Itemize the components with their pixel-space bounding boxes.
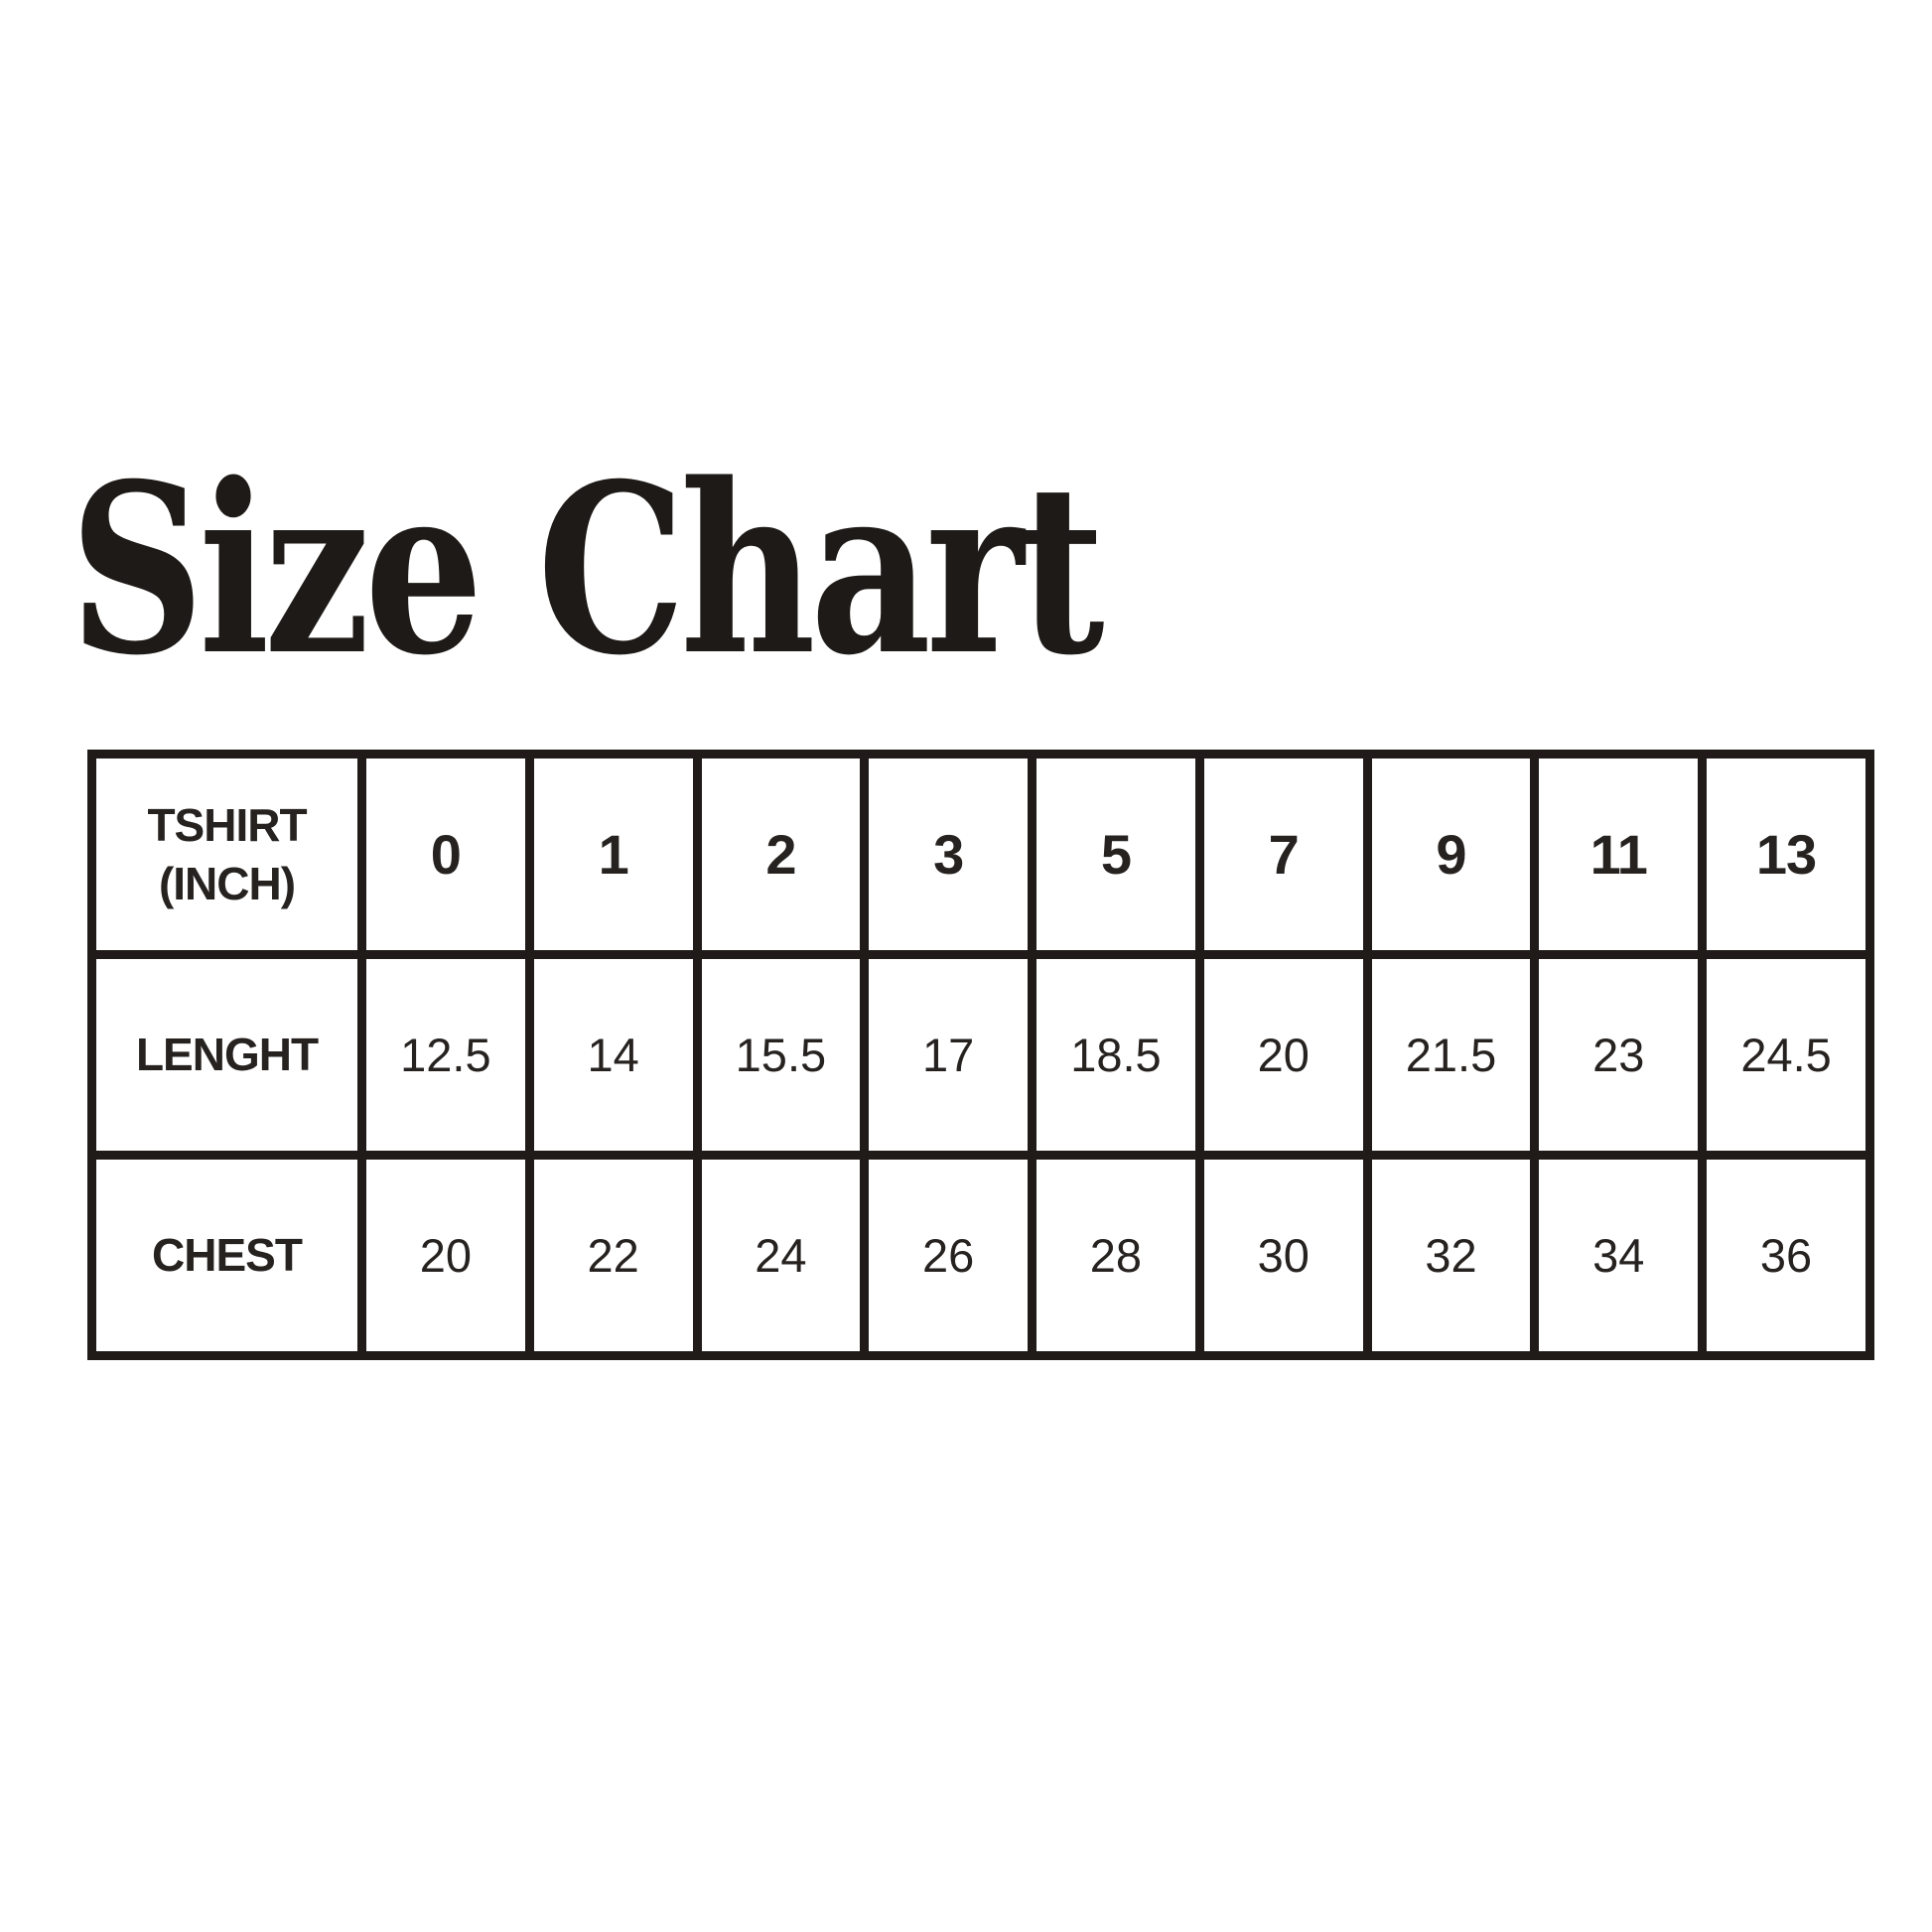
size-cell: 3 (860, 750, 1037, 959)
length-cell: 18.5 (1028, 950, 1204, 1160)
table-row-length: LENGHT 12.5 14 15.5 17 18.5 20 21.5 23 2… (87, 950, 1874, 1160)
length-cell: 14 (524, 950, 702, 1160)
length-cell: 23 (1530, 950, 1708, 1160)
size-cell: 5 (1028, 750, 1204, 959)
chest-cell: 36 (1698, 1151, 1874, 1360)
length-cell: 17 (860, 950, 1037, 1160)
size-cell: 2 (692, 750, 870, 959)
chest-cell: 30 (1194, 1151, 1372, 1360)
length-cell: 15.5 (692, 950, 870, 1160)
chest-cell: 34 (1530, 1151, 1708, 1360)
chest-cell: 26 (860, 1151, 1037, 1360)
table-row-sizes: TSHIRT (INCH) 0 1 2 3 5 7 9 11 13 (87, 750, 1874, 959)
chest-cell: 24 (692, 1151, 870, 1360)
row-header-tshirt-inch: TSHIRT (INCH) (87, 750, 366, 959)
table-row-chest: CHEST 20 22 24 26 28 30 32 34 36 (87, 1151, 1874, 1360)
length-cell: 12.5 (357, 950, 534, 1160)
size-chart-table: TSHIRT (INCH) 0 1 2 3 5 7 9 11 13 LENGHT… (87, 750, 1874, 1360)
length-cell: 20 (1194, 950, 1372, 1160)
length-cell: 21.5 (1362, 950, 1540, 1160)
size-cell: 11 (1530, 750, 1708, 959)
row-header-length: LENGHT (87, 950, 366, 1160)
page-title: Size Chart (69, 433, 1105, 708)
size-cell: 0 (357, 750, 534, 959)
size-cell: 13 (1698, 750, 1874, 959)
size-cell: 9 (1362, 750, 1540, 959)
chest-cell: 20 (357, 1151, 534, 1360)
chest-cell: 22 (524, 1151, 702, 1360)
chest-cell: 32 (1362, 1151, 1540, 1360)
chest-cell: 28 (1028, 1151, 1204, 1360)
size-cell: 1 (524, 750, 702, 959)
size-cell: 7 (1194, 750, 1372, 959)
row-header-chest: CHEST (87, 1151, 366, 1360)
length-cell: 24.5 (1698, 950, 1874, 1160)
